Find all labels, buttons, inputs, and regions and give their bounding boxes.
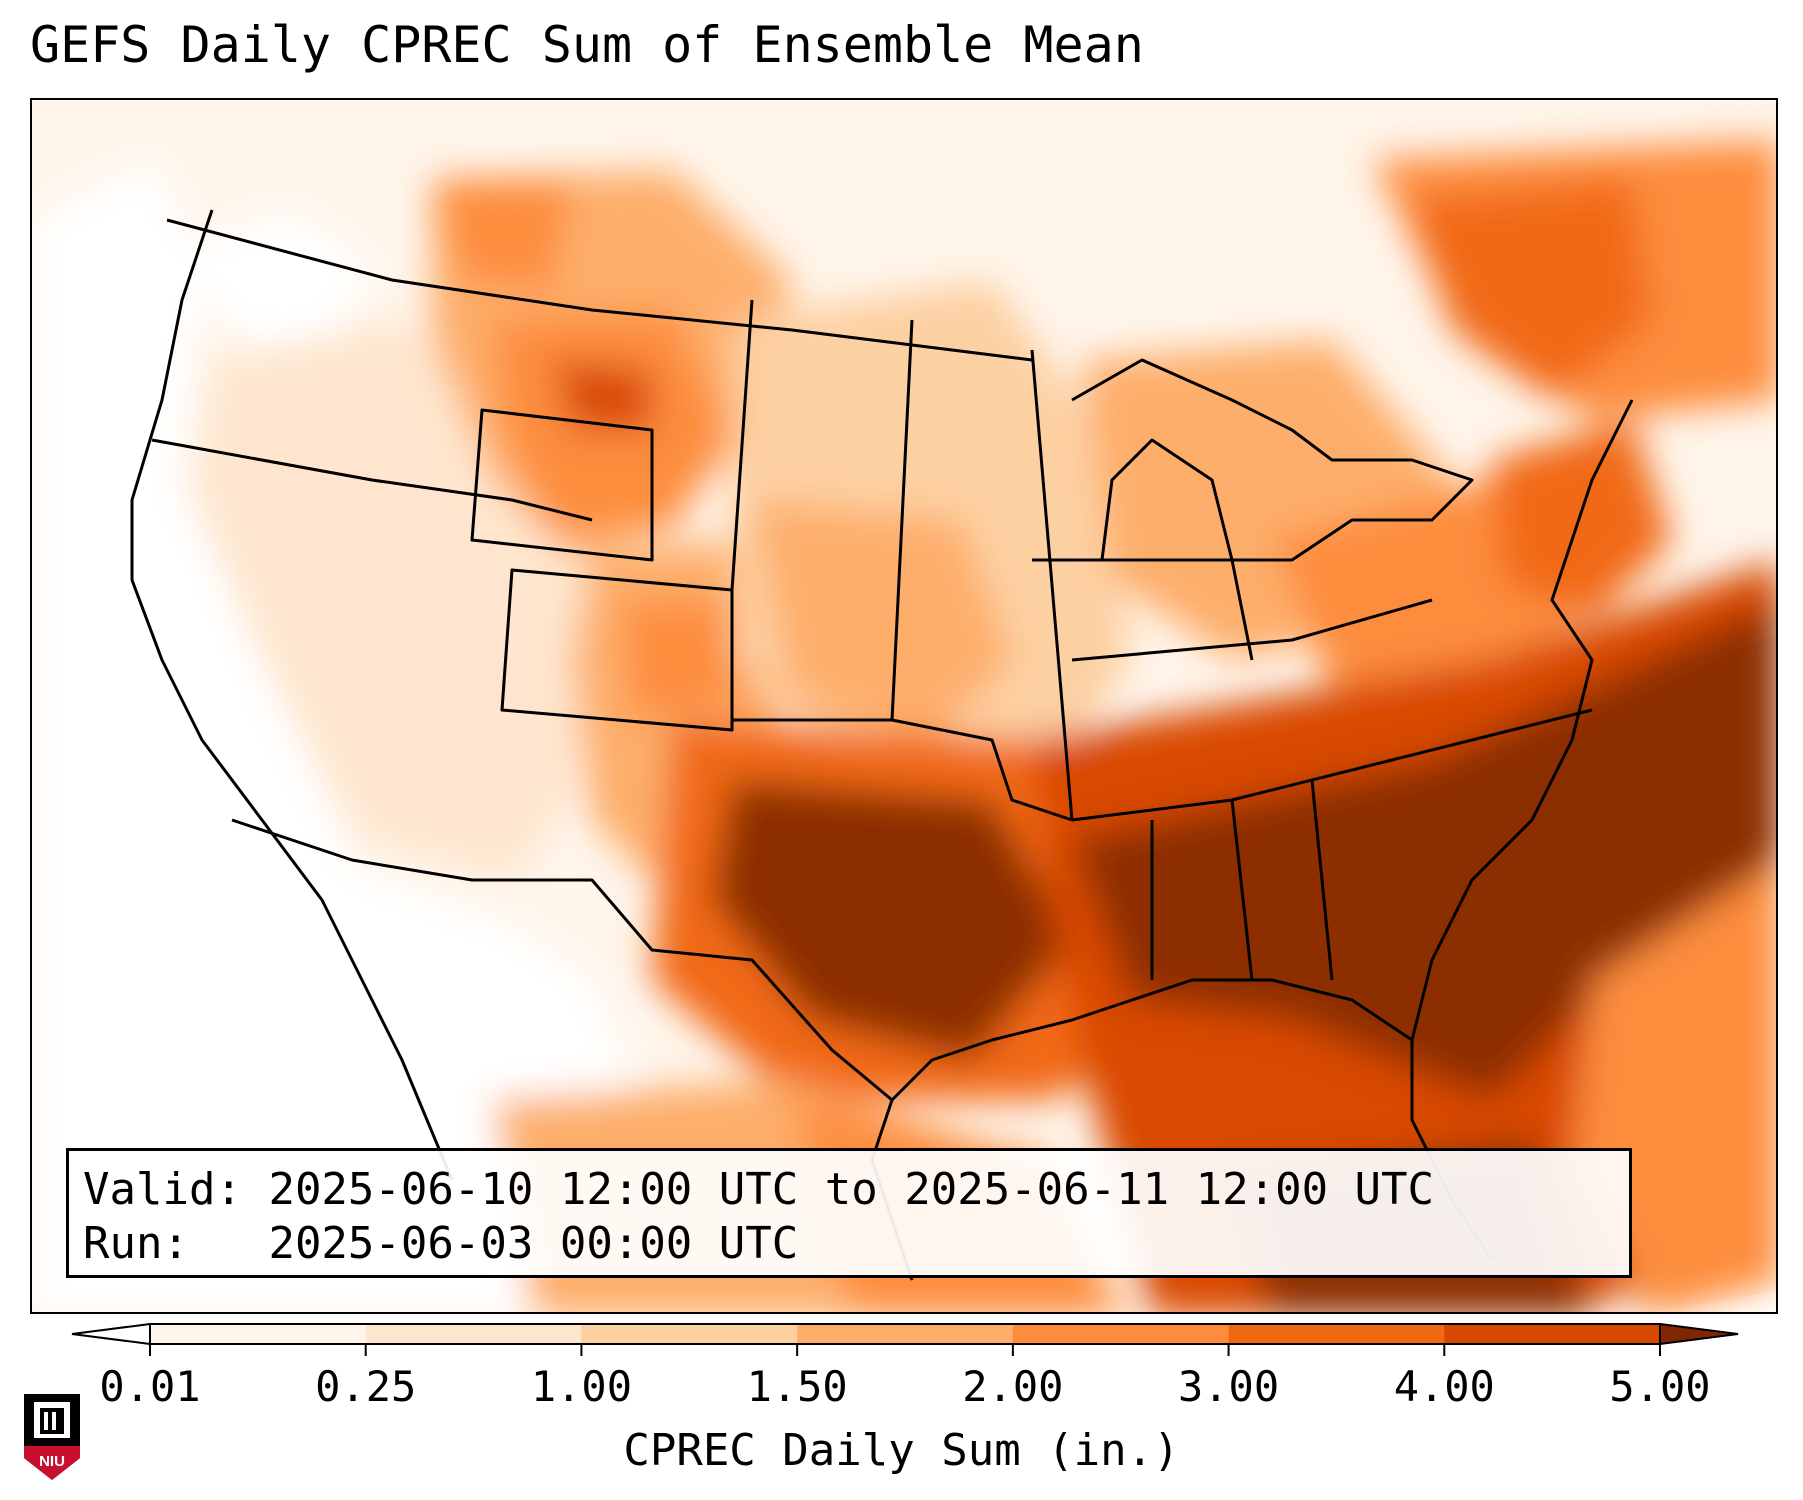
precip-region-high-colorado [622,600,742,720]
run-label: Run: [83,1218,189,1269]
colorbar-tick-label: 2.00 [962,1362,1064,1411]
mexico-border [231,818,893,1102]
colorbar-segment [581,1324,798,1344]
colorbar-segment [1444,1324,1661,1344]
colorbar-over-extension [1659,1322,1739,1346]
colorbar-outline [149,1323,1661,1345]
colorbar-tick-label: 0.01 [99,1362,201,1411]
valid-row: Valid: 2025-06-10 12:00 UTC to 2025-06-1… [83,1163,1615,1217]
colorbar-segment [365,1324,582,1344]
great-lakes-outline [1071,358,1474,562]
chart-title: GEFS Daily CPREC Sum of Ensemble Mean [30,16,1144,74]
colorbar-segment [1228,1324,1445,1344]
east-coastline [1410,399,1634,1261]
precip-region-high-montana-north [432,180,572,290]
colorbar-tick-label: 5.00 [1609,1362,1711,1411]
colorbar-segment [1012,1324,1230,1344]
colorbar-tick-label: 1.50 [746,1362,848,1411]
state-line-wyoming [470,408,654,562]
precip-region-extreme-texas [712,780,1072,1060]
run-value: 2025-06-03 00:00 UTC [268,1218,799,1269]
state-line-idaho-nevada [151,438,593,522]
niu-logo-icon: NIU [24,1394,80,1480]
run-info-box: Valid: 2025-06-10 12:00 UTC to 2025-06-1… [66,1148,1632,1278]
colorbar-under-extension [71,1322,151,1346]
colorbar-tick-label: 1.00 [530,1362,632,1411]
precip-region-very-high-pennsylvania [1492,420,1672,620]
precip-region-very-high-northeast [1412,180,1652,400]
colorbar-tick-label: 0.25 [315,1362,417,1411]
precipitation-map [30,98,1778,1314]
west-coastline [130,209,454,1181]
run-row: Run: 2025-06-03 00:00 UTC [83,1217,1615,1271]
colorbar-label: CPREC Daily Sum (in.) [623,1425,1180,1476]
precip-region-dry-northwest [172,210,372,360]
us-canada-border [166,218,1033,362]
precip-region-moderate-kansas-nebraska [752,500,1012,740]
precip-region-heavy-wyoming-core [552,360,652,430]
colorbar-tick-label: 3.00 [1177,1362,1280,1411]
valid-label: Valid: [83,1164,242,1215]
svg-text:NIU: NIU [39,1453,65,1470]
state-line-midwest [1032,558,1433,662]
state-line-oklahoma-texas [732,718,1073,822]
state-line-plains-vertical [730,299,1074,821]
state-line-southeast [1071,708,1593,981]
colorbar-segment [150,1324,367,1344]
colorbar-tick-label: 4.00 [1393,1362,1495,1411]
projection-edge [1654,1290,1776,1312]
valid-value: 2025-06-10 12:00 UTC to 2025-06-11 12:00… [268,1164,1435,1215]
colorbar-segment [797,1324,1014,1344]
map-canvas [32,100,1776,1312]
state-line-colorado [500,568,734,732]
